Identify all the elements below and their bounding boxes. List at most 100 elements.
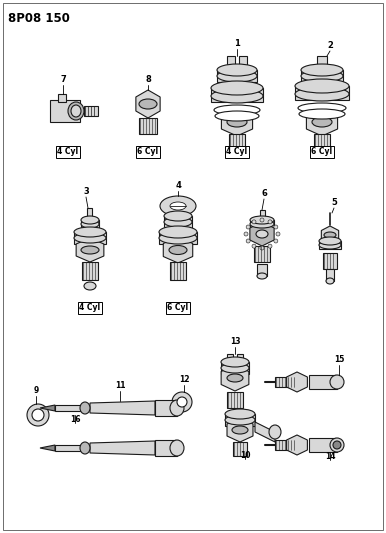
Ellipse shape [159,232,197,244]
Bar [326,269,334,281]
Ellipse shape [215,111,259,121]
Ellipse shape [68,102,84,120]
Bar [237,354,243,368]
Polygon shape [76,238,104,262]
Ellipse shape [299,109,345,119]
Bar [50,100,80,122]
Text: 6: 6 [261,189,267,198]
Bar [221,362,249,374]
Ellipse shape [298,103,346,113]
Bar [229,134,245,148]
Ellipse shape [225,415,255,425]
Text: 4 Cyl: 4 Cyl [80,303,101,312]
Bar [74,232,106,244]
Ellipse shape [81,216,99,224]
Ellipse shape [164,211,192,221]
Bar [295,86,349,100]
Text: 6 Cyl: 6 Cyl [312,148,333,157]
Ellipse shape [80,442,90,454]
Ellipse shape [217,64,257,76]
Circle shape [27,404,49,426]
Circle shape [246,239,250,243]
Text: 4: 4 [175,181,181,190]
Polygon shape [287,435,307,455]
Bar [317,56,327,74]
Polygon shape [222,108,252,136]
Ellipse shape [170,400,184,416]
Bar [227,354,233,368]
Ellipse shape [139,99,157,109]
Ellipse shape [221,363,249,373]
Circle shape [274,225,278,229]
Circle shape [246,225,250,229]
Bar [309,375,337,389]
Bar [314,134,330,148]
Polygon shape [321,226,339,244]
Text: 13: 13 [230,337,240,346]
Polygon shape [287,372,307,392]
Ellipse shape [319,237,341,245]
Circle shape [244,232,248,236]
Bar [275,440,297,450]
Ellipse shape [80,402,90,414]
Circle shape [172,392,192,412]
Ellipse shape [330,375,344,389]
Bar [217,70,257,82]
Bar [227,56,235,76]
Bar [155,440,177,456]
Ellipse shape [269,425,281,439]
Bar [84,106,98,116]
Circle shape [252,244,256,248]
Ellipse shape [214,105,260,115]
Polygon shape [250,222,274,246]
Bar [55,405,85,411]
Polygon shape [255,422,275,442]
Ellipse shape [84,282,96,290]
Text: 8P08 150: 8P08 150 [8,12,70,25]
Ellipse shape [221,357,249,367]
Ellipse shape [170,440,184,456]
Ellipse shape [257,273,267,279]
Text: 1: 1 [234,39,240,48]
Ellipse shape [301,70,343,82]
Circle shape [32,409,44,421]
Ellipse shape [227,374,243,382]
Bar [87,208,92,224]
Bar [58,94,66,102]
Ellipse shape [333,441,341,449]
Ellipse shape [250,216,274,224]
Bar [159,232,197,244]
Bar [275,377,297,387]
Bar [257,264,267,276]
Polygon shape [90,401,155,415]
Circle shape [177,397,187,407]
Text: 11: 11 [115,381,125,390]
Circle shape [260,246,264,250]
Ellipse shape [81,220,99,228]
Bar [260,210,265,224]
Text: 15: 15 [334,355,344,364]
Bar [225,414,255,426]
Text: 6 Cyl: 6 Cyl [168,303,189,312]
Bar [233,442,247,456]
Bar [301,70,343,82]
Polygon shape [40,405,55,411]
Ellipse shape [81,246,99,254]
Ellipse shape [74,233,106,243]
Text: 7: 7 [60,75,66,84]
Text: 14: 14 [325,452,335,461]
Ellipse shape [312,117,332,127]
Circle shape [268,220,272,224]
Bar [239,56,247,76]
Ellipse shape [227,117,247,127]
Text: 4 Cyl: 4 Cyl [58,148,79,157]
Ellipse shape [211,81,263,95]
Ellipse shape [295,87,349,101]
Polygon shape [227,418,253,442]
Bar [309,438,337,452]
Ellipse shape [330,438,344,452]
Ellipse shape [319,241,341,249]
Ellipse shape [326,278,334,284]
Ellipse shape [159,226,197,238]
Bar [82,262,98,280]
